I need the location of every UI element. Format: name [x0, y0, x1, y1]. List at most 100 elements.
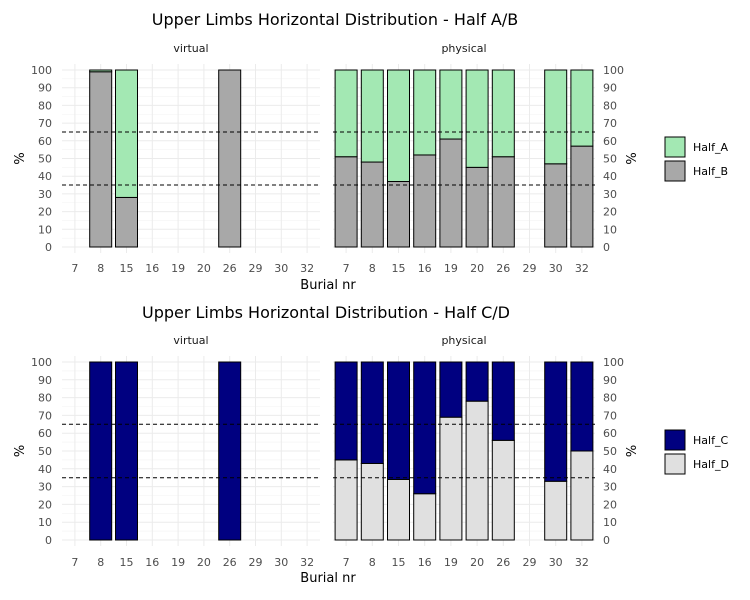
x-tick-label: 32 — [300, 556, 314, 569]
x-tick-label: 8 — [369, 556, 376, 569]
y-tick-label-right: 40 — [603, 463, 617, 476]
x-tick-label: 29 — [523, 556, 537, 569]
x-tick-label: 8 — [97, 262, 104, 275]
y-tick-label-left: 70 — [38, 117, 52, 130]
y-axis-label-right: % — [625, 152, 640, 164]
y-tick-label-left: 100 — [31, 64, 52, 77]
y-tick-label-right: 60 — [603, 427, 617, 440]
bar-half-b-7 — [334, 156, 358, 248]
y-tick-label-right: 10 — [603, 516, 617, 529]
y-tick-label-left: 70 — [38, 409, 52, 422]
bar-half-b-16 — [413, 154, 437, 248]
panel-physical: physical 7 8 15 16 19 20 26 29 30 32 — [333, 334, 595, 569]
legend-key-half-b — [664, 160, 686, 182]
x-tick-label: 16 — [418, 262, 432, 275]
bar-half-a-7 — [334, 69, 358, 158]
x-tick-label: 15 — [392, 556, 406, 569]
bar-half-a-15 — [387, 69, 410, 183]
x-tick-label: 26 — [223, 262, 237, 275]
legend-key-half-c — [664, 429, 686, 451]
y-tick-label-left: 100 — [31, 356, 52, 369]
legend-label-half-b: Half_B — [693, 165, 728, 178]
bar-half-c-16 — [413, 361, 437, 495]
bar-half-b-20 — [465, 166, 489, 248]
x-tick-label: 20 — [470, 556, 484, 569]
y-tick-label-right: 40 — [603, 170, 617, 183]
y-tick-label-left: 30 — [38, 481, 52, 494]
y-tick-label-left: 40 — [38, 463, 52, 476]
bar-half-d-7 — [334, 459, 358, 541]
bar-half-b-8 — [360, 161, 384, 248]
legend-key-half-a — [664, 136, 686, 158]
y-tick-label-left: 80 — [38, 392, 52, 405]
bar-half-c-8 — [89, 361, 113, 541]
y-axis-label-left: % — [13, 152, 28, 164]
y-tick-label-right: 0 — [603, 534, 610, 547]
x-tick-label: 7 — [343, 556, 350, 569]
facet-label-virtual: virtual — [173, 334, 208, 347]
chart-title-half-cd: Upper Limbs Horizontal Distribution - Ha… — [142, 303, 510, 322]
x-tick-label: 26 — [496, 556, 510, 569]
x-tick-label: 20 — [470, 262, 484, 275]
y-tick-label-right: 50 — [603, 153, 617, 166]
x-tick-label: 7 — [71, 262, 78, 275]
charts-container: virtual 7 8 15 16 19 20 26 29 30 32 physical 7 8 15 16 1… — [13, 42, 729, 586]
bar-half-b-8 — [89, 71, 113, 248]
x-tick-label: 15 — [392, 262, 406, 275]
x-tick-label: 30 — [549, 262, 563, 275]
chart-0: virtual 7 8 15 16 19 20 26 29 30 32 physical 7 8 15 16 1… — [13, 42, 728, 293]
bar-half-b-19 — [439, 138, 463, 248]
y-tick-label-left: 90 — [38, 82, 52, 95]
x-tick-label: 19 — [444, 262, 458, 275]
y-tick-label-right: 70 — [603, 117, 617, 130]
y-tick-label-right: 10 — [603, 223, 617, 236]
legend: Half_C Half_D — [664, 429, 729, 475]
legend-label-half-c: Half_C — [693, 434, 728, 447]
bar-half-a-32 — [570, 69, 594, 147]
y-tick-label-left: 20 — [38, 498, 52, 511]
facet-label-physical: physical — [441, 334, 486, 347]
x-tick-label: 19 — [171, 262, 185, 275]
bar-half-a-20 — [465, 69, 489, 168]
bar-half-d-8 — [360, 462, 384, 541]
bar-half-c-7 — [334, 361, 358, 461]
legend-label-half-d: Half_D — [693, 458, 729, 471]
bar-half-c-8 — [360, 361, 384, 464]
bar-half-c-32 — [570, 361, 594, 452]
y-tick-label-left: 30 — [38, 188, 52, 201]
y-tick-label-left: 50 — [38, 153, 52, 166]
y-tick-label-right: 30 — [603, 481, 617, 494]
bar-half-b-32 — [570, 145, 594, 248]
bar-half-c-19 — [439, 361, 463, 418]
y-tick-label-right: 80 — [603, 392, 617, 405]
y-tick-label-left: 10 — [38, 516, 52, 529]
y-tick-label-left: 50 — [38, 445, 52, 458]
y-tick-label-right: 20 — [603, 206, 617, 219]
bar-half-d-19 — [439, 416, 463, 541]
y-tick-label-right: 90 — [603, 82, 617, 95]
bar-half-c-26 — [218, 361, 242, 541]
x-tick-label: 8 — [97, 556, 104, 569]
legend: Half_A Half_B — [664, 136, 728, 182]
panel-virtual: virtual 7 8 15 16 19 20 26 29 30 32 — [62, 42, 320, 275]
bar-half-c-15 — [115, 361, 138, 541]
x-axis-label: Burial nr — [300, 278, 356, 293]
bar-half-b-30 — [544, 163, 568, 248]
x-tick-label: 7 — [343, 262, 350, 275]
bar-half-b-15 — [387, 181, 410, 248]
x-tick-label: 19 — [171, 556, 185, 569]
x-tick-label: 20 — [197, 262, 211, 275]
y-tick-label-right: 100 — [603, 356, 624, 369]
x-tick-label: 32 — [300, 262, 314, 275]
y-tick-label-left: 20 — [38, 206, 52, 219]
bar-half-a-8 — [89, 69, 113, 73]
x-tick-label: 16 — [418, 556, 432, 569]
bar-half-d-15 — [387, 478, 410, 541]
bar-half-a-8 — [360, 69, 384, 163]
x-tick-label: 32 — [575, 556, 589, 569]
bar-half-b-26 — [218, 69, 242, 248]
y-tick-label-left: 90 — [38, 374, 52, 387]
bar-half-c-30 — [544, 361, 568, 482]
y-tick-label-left: 0 — [45, 241, 52, 254]
